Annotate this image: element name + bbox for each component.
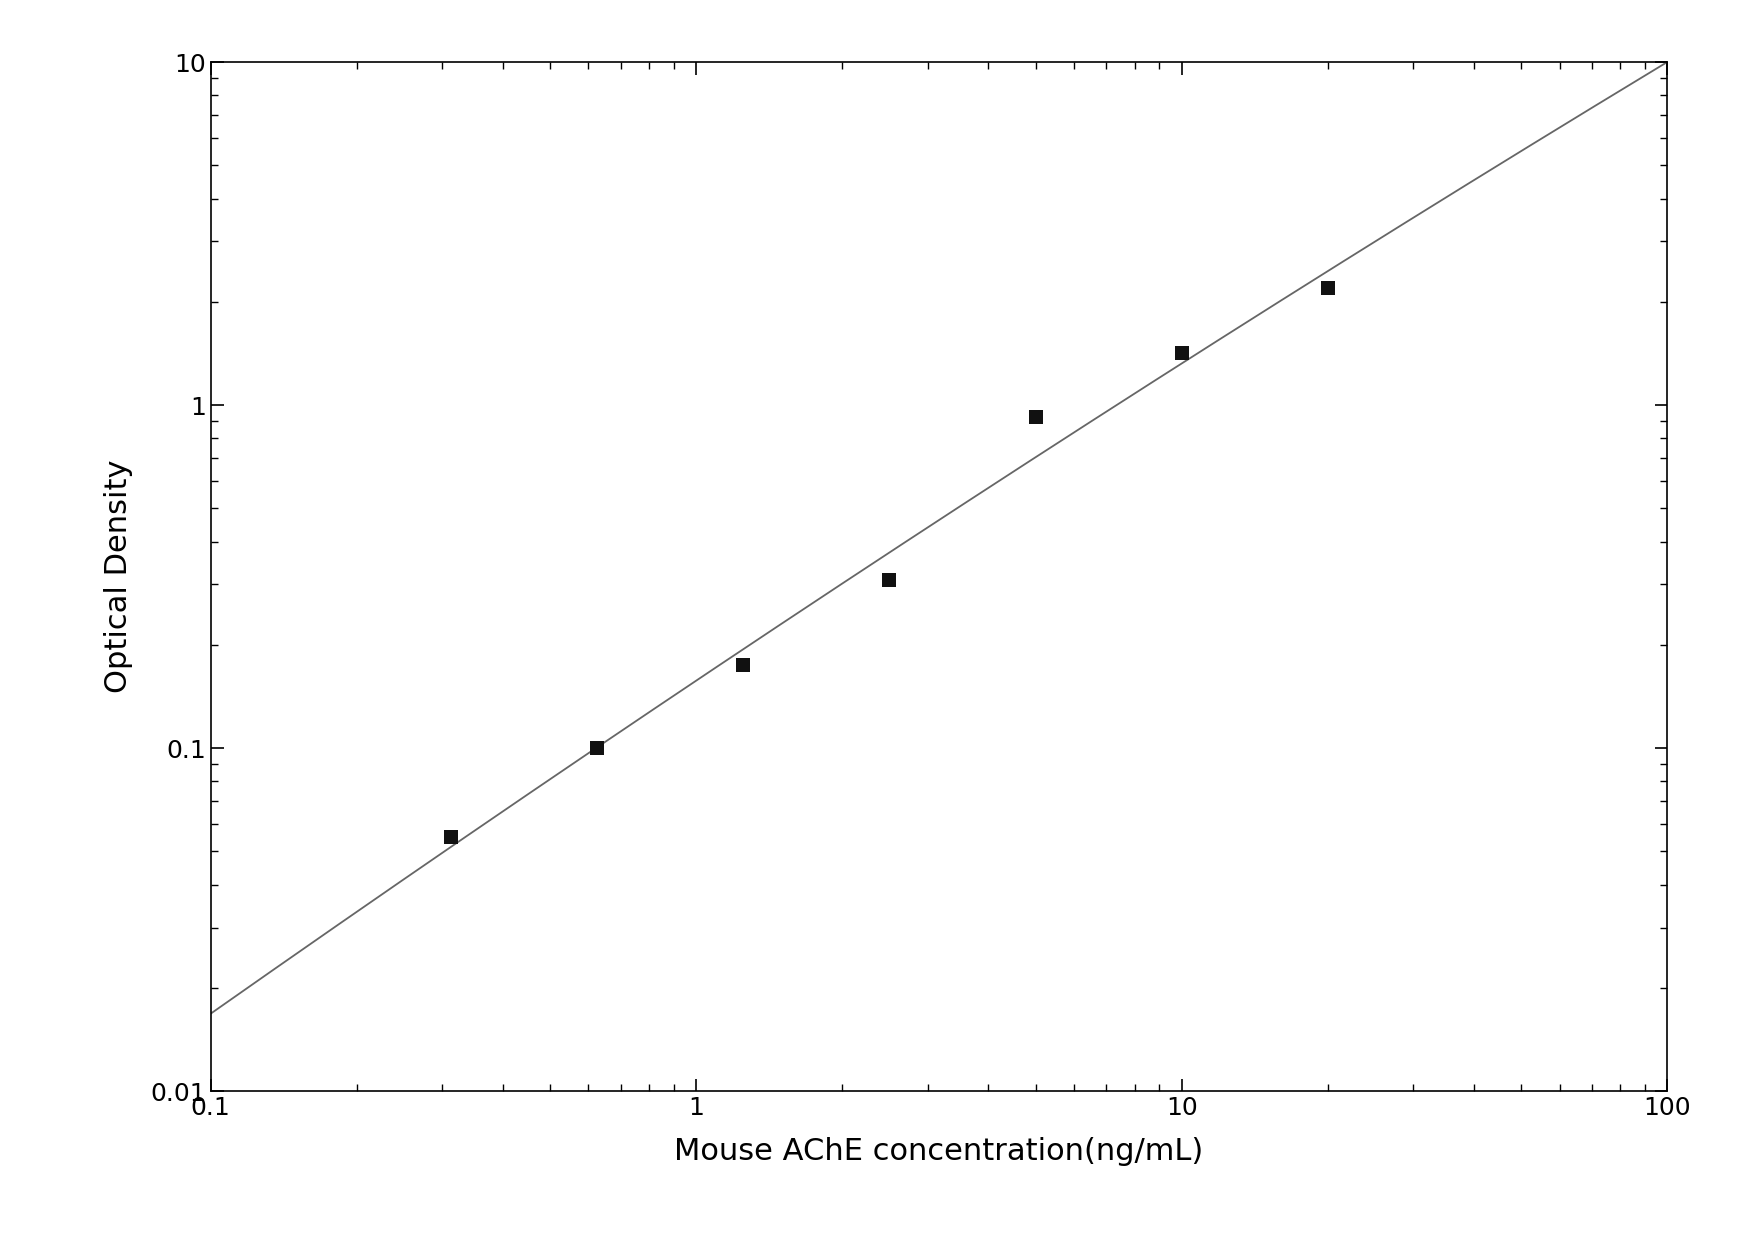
Point	[728, 655, 756, 675]
Point	[1167, 343, 1195, 363]
X-axis label: Mouse AChE concentration(ng/mL): Mouse AChE concentration(ng/mL)	[674, 1137, 1204, 1166]
Point	[1314, 278, 1343, 298]
Point	[437, 827, 465, 847]
Point	[876, 569, 904, 589]
Y-axis label: Optical Density: Optical Density	[105, 460, 133, 693]
Point	[583, 738, 611, 758]
Point	[1021, 408, 1049, 428]
